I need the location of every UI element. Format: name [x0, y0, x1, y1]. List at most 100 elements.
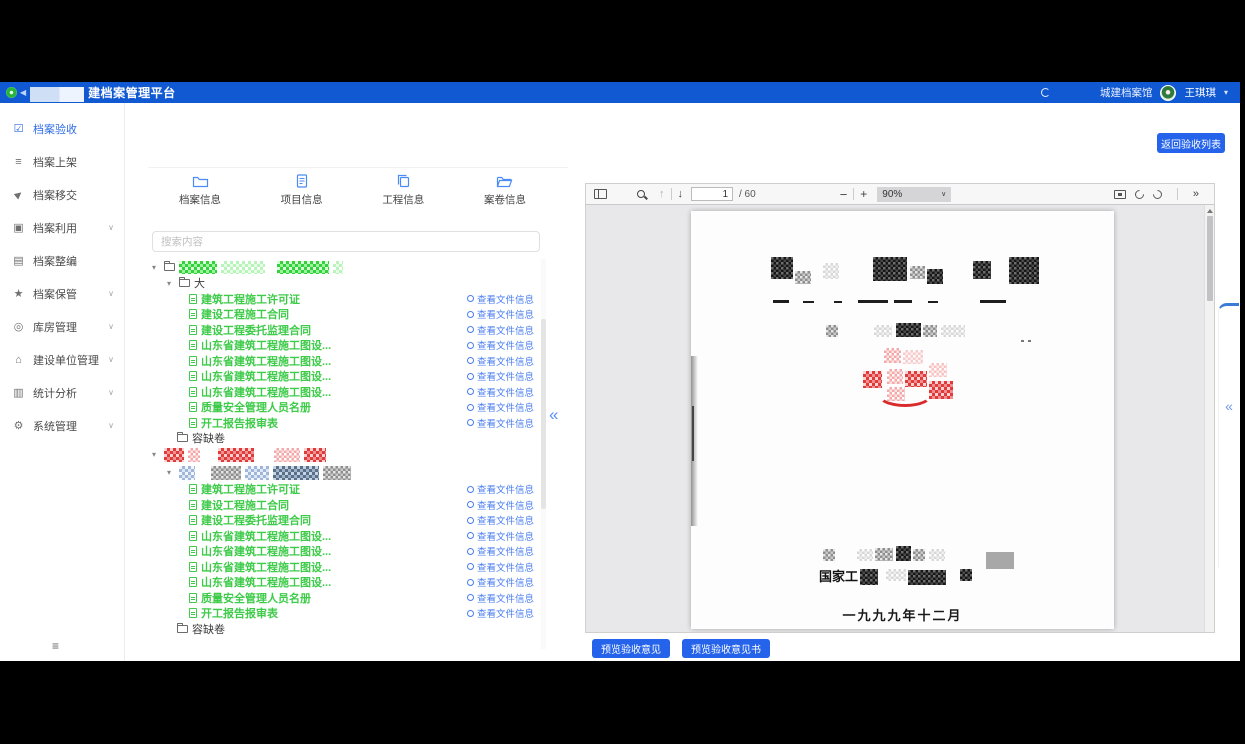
- document-name[interactable]: 山东省建筑工程施工图设...: [201, 340, 332, 353]
- preview-acceptance-opinion-letter-button[interactable]: 预览验收意见书: [682, 639, 770, 658]
- sidebar-item-label: 档案上架: [33, 156, 77, 169]
- view-file-info-link[interactable]: 查看文件信息: [466, 385, 544, 399]
- tree-gap-folder[interactable]: 容缺卷: [152, 431, 544, 446]
- sidebar-item[interactable]: ▶ 档案移交: [0, 178, 124, 211]
- sidebar-item[interactable]: ☑ 档案验收: [0, 112, 124, 145]
- document-name[interactable]: 山东省建筑工程施工图设...: [201, 546, 332, 559]
- pdf-viewer: ↑ ↓ / 60 − + 90% ∨: [585, 183, 1215, 633]
- document-name[interactable]: 山东省建筑工程施工图设...: [201, 386, 332, 399]
- previous-page-button[interactable]: ↑: [659, 188, 665, 200]
- view-file-info-link[interactable]: 查看文件信息: [466, 482, 544, 496]
- presentation-mode-icon[interactable]: [1113, 189, 1126, 199]
- tree-expand-icon[interactable]: ▾: [152, 262, 157, 272]
- view-file-info-link[interactable]: 查看文件信息: [466, 307, 544, 321]
- zoom-level-select[interactable]: 90% ∨: [877, 186, 952, 202]
- toggle-thumbnails-icon[interactable]: [594, 189, 607, 199]
- tree-expand-icon[interactable]: ▾: [152, 450, 157, 459]
- view-file-info-link[interactable]: 查看文件信息: [466, 575, 544, 589]
- view-file-info-link[interactable]: 查看文件信息: [466, 416, 544, 430]
- pdf-scrollbar[interactable]: [1204, 205, 1214, 632]
- document-name[interactable]: 山东省建筑工程施工图设...: [201, 577, 332, 590]
- view-file-info-link[interactable]: 查看文件信息: [466, 529, 544, 543]
- sidebar-item-icon: ≡: [15, 155, 22, 168]
- rotate-counterclockwise-icon[interactable]: [1151, 187, 1164, 201]
- tree-expand-icon[interactable]: ▾: [167, 278, 172, 288]
- tree-expand-icon[interactable]: ▾: [167, 468, 172, 477]
- view-file-info-label: 查看文件信息: [476, 500, 534, 512]
- avatar[interactable]: [1160, 84, 1177, 101]
- tree-root-node[interactable]: ▾: [152, 446, 544, 464]
- document-name[interactable]: 建设工程委托监理合同: [201, 324, 311, 337]
- view-file-info-link[interactable]: 查看文件信息: [466, 323, 544, 337]
- next-page-button[interactable]: ↓: [677, 188, 684, 200]
- view-file-info-link[interactable]: 查看文件信息: [466, 606, 544, 620]
- back-arrow-icon[interactable]: ◀: [20, 88, 27, 97]
- tab-engineering-info[interactable]: 工程信息: [363, 174, 443, 207]
- sidebar-item[interactable]: ▥ 统计分析 ∨: [0, 376, 124, 409]
- view-file-info-link[interactable]: 查看文件信息: [466, 560, 544, 574]
- refresh-icon[interactable]: [1040, 88, 1050, 97]
- document-name[interactable]: 建设工程施工合同: [201, 309, 289, 322]
- page-number-input[interactable]: [691, 187, 733, 201]
- search-circle-icon: [466, 501, 474, 509]
- view-file-info-link[interactable]: 查看文件信息: [466, 292, 544, 306]
- document-name[interactable]: 质量安全管理人员名册: [201, 402, 311, 415]
- expand-right-panel-icon[interactable]: «: [1225, 398, 1233, 414]
- sidebar-item[interactable]: ≡ 档案上架: [0, 145, 124, 178]
- view-file-info-link[interactable]: 查看文件信息: [466, 354, 544, 368]
- tab-dossier-info[interactable]: 案卷信息: [465, 174, 545, 207]
- document-name[interactable]: 山东省建筑工程施工图设...: [201, 371, 332, 384]
- view-file-info-link[interactable]: 查看文件信息: [466, 369, 544, 383]
- document-name[interactable]: 建筑工程施工许可证: [201, 293, 300, 306]
- tree-sub-node[interactable]: ▾: [152, 464, 544, 482]
- tab-project-info[interactable]: 项目信息: [262, 174, 342, 207]
- document-name[interactable]: 山东省建筑工程施工图设...: [201, 530, 332, 543]
- scrollbar-thumb[interactable]: [541, 319, 546, 509]
- collapse-sidebar-icon[interactable]: ≡: [52, 639, 60, 653]
- collapse-tree-panel-icon[interactable]: «: [549, 405, 559, 424]
- scrollbar-thumb[interactable]: [1206, 216, 1213, 301]
- zoom-in-button[interactable]: +: [860, 187, 868, 201]
- document-name[interactable]: 山东省建筑工程施工图设...: [201, 561, 332, 574]
- sidebar-item[interactable]: ▣ 档案利用 ∨: [0, 211, 124, 244]
- scroll-up-arrow[interactable]: [1206, 209, 1213, 213]
- view-file-info-link[interactable]: 查看文件信息: [466, 591, 544, 605]
- sidebar-item[interactable]: ◎ 库房管理 ∨: [0, 310, 124, 343]
- rotate-clockwise-icon[interactable]: [1133, 187, 1146, 201]
- tree-file-row: 质量安全管理人员名册 查看文件信息: [152, 400, 544, 416]
- tree-root-node[interactable]: ▾: [152, 259, 544, 275]
- view-file-info-link[interactable]: 查看文件信息: [466, 544, 544, 558]
- zoom-out-button[interactable]: −: [839, 186, 848, 202]
- organization-name: 城建档案馆: [1099, 87, 1153, 99]
- sidebar-item[interactable]: ⌂ 建设单位管理 ∨: [0, 343, 124, 376]
- search-input[interactable]: [152, 231, 540, 252]
- document-icon: [189, 499, 197, 510]
- sidebar-item-label: 档案验收: [33, 123, 77, 136]
- document-name[interactable]: 建设工程委托监理合同: [201, 515, 311, 528]
- document-name[interactable]: 山东省建筑工程施工图设...: [201, 355, 332, 368]
- sidebar-item[interactable]: ⚙ 系统管理 ∨: [0, 409, 124, 442]
- tree-scrollbar[interactable]: [541, 259, 546, 649]
- toolbar-divider: [670, 188, 672, 200]
- page-edge-shadow: [691, 356, 698, 526]
- search-icon[interactable]: [637, 190, 645, 198]
- view-file-info-link[interactable]: 查看文件信息: [466, 338, 544, 352]
- user-name[interactable]: 王琪琪: [1184, 87, 1216, 99]
- document-name[interactable]: 开工报告报审表: [201, 417, 278, 430]
- document-name[interactable]: 建筑工程施工许可证: [201, 484, 300, 497]
- more-tools-icon[interactable]: »: [1192, 188, 1200, 200]
- tree-sub-node[interactable]: ▾ 大: [152, 275, 544, 291]
- view-file-info-link[interactable]: 查看文件信息: [466, 513, 544, 527]
- user-dropdown-caret-icon[interactable]: ▾: [1223, 88, 1228, 97]
- document-name[interactable]: 建设工程施工合同: [201, 499, 289, 512]
- tree-gap-folder[interactable]: 容缺卷: [152, 621, 544, 636]
- preview-acceptance-opinion-button[interactable]: 预览验收意见: [592, 639, 670, 658]
- document-name[interactable]: 质量安全管理人员名册: [201, 592, 311, 605]
- tab-archive-info[interactable]: 档案信息: [160, 174, 240, 207]
- view-file-info-link[interactable]: 查看文件信息: [466, 498, 544, 512]
- view-file-info-link[interactable]: 查看文件信息: [466, 400, 544, 414]
- sidebar-item[interactable]: ▤ 档案整编: [0, 244, 124, 277]
- sidebar-item[interactable]: ★ 档案保管 ∨: [0, 277, 124, 310]
- document-name[interactable]: 开工报告报审表: [201, 608, 278, 621]
- back-to-acceptance-list-button[interactable]: 返回验收列表: [1157, 133, 1225, 153]
